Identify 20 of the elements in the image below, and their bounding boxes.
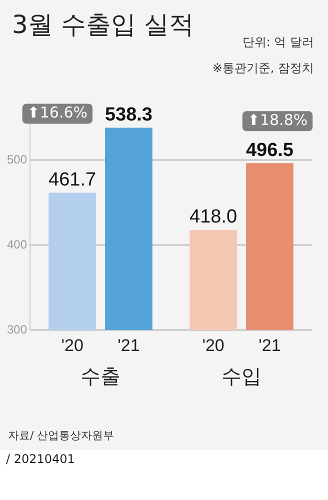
text: '21 — [258, 336, 281, 356]
y-tick-label: 400 — [6, 237, 28, 252]
series-label: '21 — [118, 336, 140, 356]
text: / 20210401 — [5, 451, 76, 468]
text: '20 — [61, 336, 84, 356]
text: 자료/ 산업통상자원부 — [8, 428, 114, 443]
y-tick-label: 300 — [6, 322, 28, 336]
chart-title: 3월 수출입 실적 — [12, 9, 194, 41]
x-tick-label: 수입 — [222, 364, 262, 388]
data-label: 461.7 — [48, 169, 96, 190]
text: ※통관기준, 잠정치 — [212, 60, 314, 77]
y-tick-label: 500 — [6, 152, 28, 167]
series-label: '20 — [202, 336, 224, 356]
x-tick-label: 수출 — [80, 364, 121, 388]
data-label: 496.5 — [246, 140, 294, 161]
annotation: ⬆18.8% — [247, 111, 308, 130]
data-label: 418.0 — [190, 206, 238, 228]
chart-subtitle: 단위: 억 달러 — [242, 34, 314, 51]
annotation: ⬆16.6% — [27, 104, 88, 122]
data-label: 538.3 — [104, 104, 152, 126]
